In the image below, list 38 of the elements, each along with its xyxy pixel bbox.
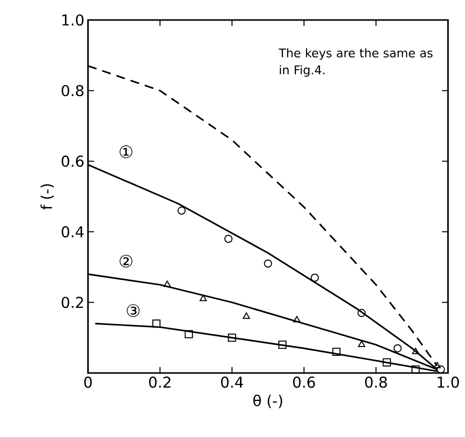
point [412,365,420,374]
point [436,365,445,374]
point [242,312,250,319]
point [332,348,341,356]
point [184,330,193,338]
y-tick-label: 0.6 [62,156,84,167]
annotation: The keys are the same as in Fig.4. [278,48,432,77]
y-tick-label: 0.2 [62,296,83,308]
point [358,308,366,318]
point [434,362,441,368]
x-tick-label: 0.4 [221,376,244,388]
legend-label: ① [120,145,132,158]
point [412,348,420,354]
x-tick-label: 0.6 [293,376,315,388]
x-tick-label: 0.2 [149,376,170,388]
point [164,280,171,288]
y-tick-label: 0.8 [62,84,84,96]
point [278,340,287,349]
x-axis-title: θ (-) [253,394,282,408]
x-tick-label: 0 [84,376,92,388]
y-tick-label: 0.4 [62,226,84,238]
point [382,358,391,367]
y-axis-title: f (-) [40,184,54,210]
series-label: ② [120,254,132,268]
x-tick-label: 0.8 [365,376,387,388]
point [264,259,272,268]
point [152,319,160,328]
point [358,340,366,348]
y-tick-label: 1.0 [62,14,84,26]
x-tick-label: 1.0 [438,376,459,388]
point [394,344,402,352]
legend-label: ③ [126,304,140,317]
point [228,334,236,342]
point [224,234,232,243]
point [200,294,207,302]
point [310,274,319,282]
point [178,206,186,215]
point [293,316,300,322]
